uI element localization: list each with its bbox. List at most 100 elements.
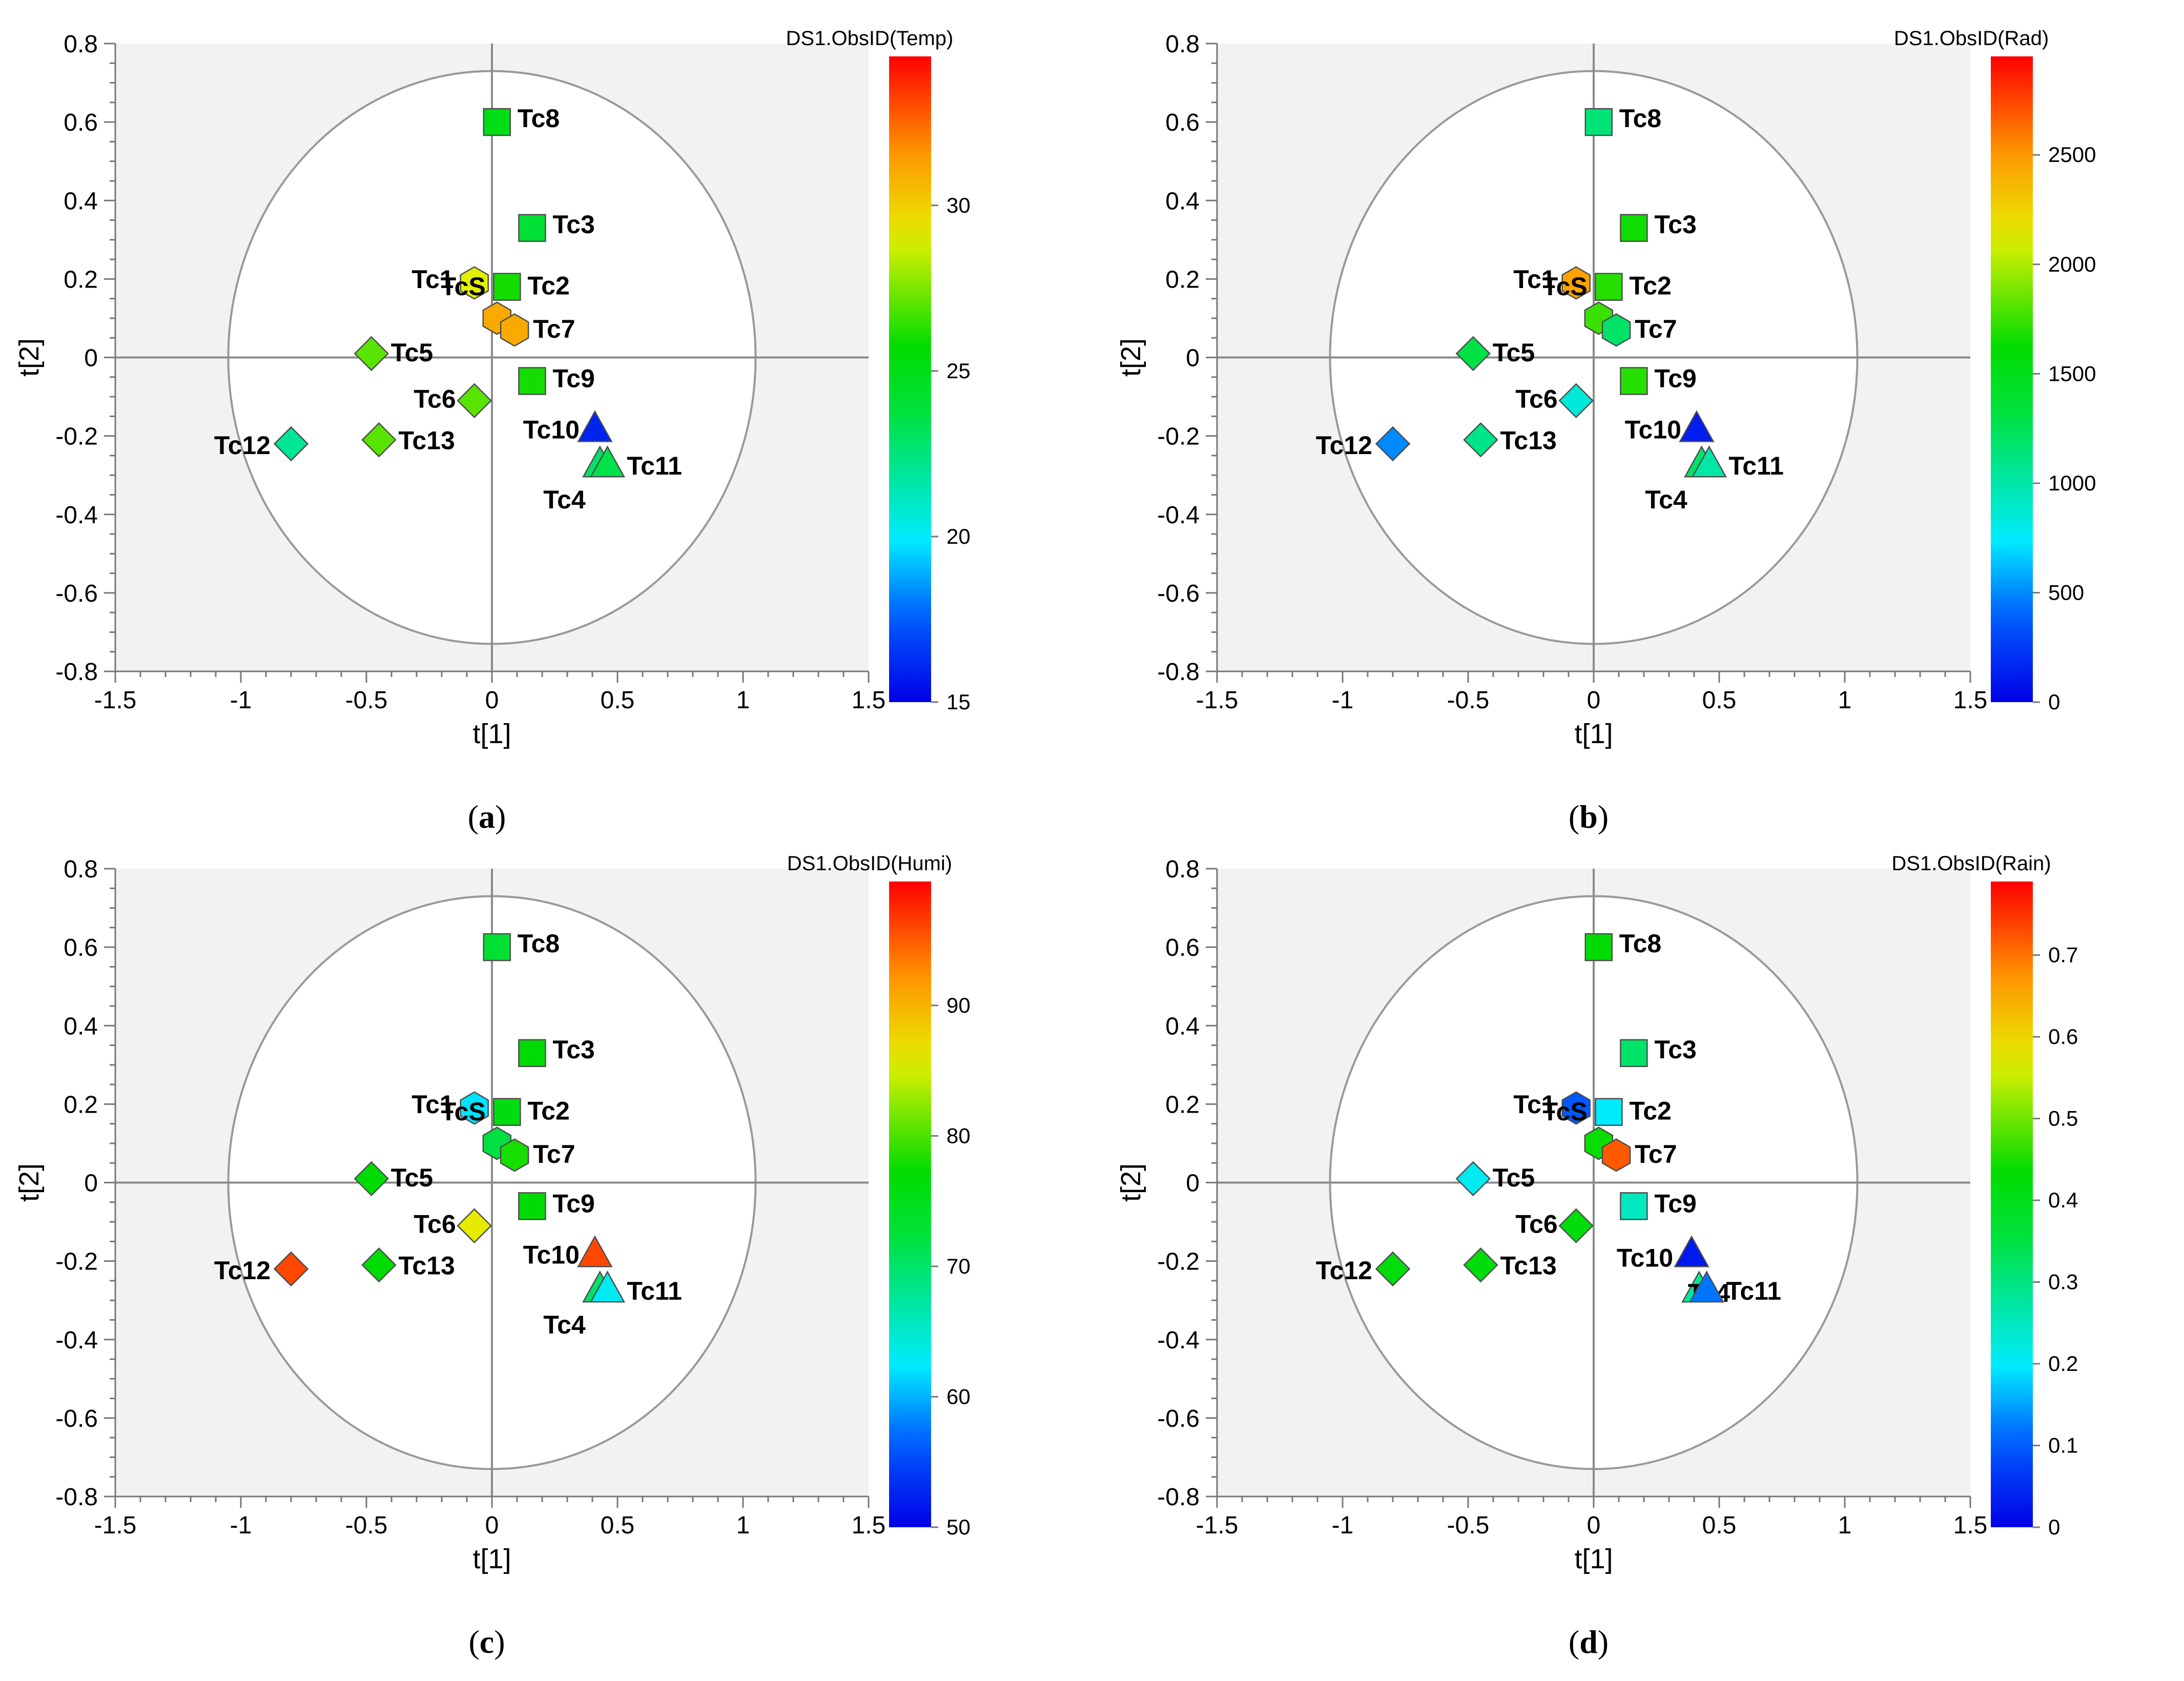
point-tc10[interactable] [1679, 410, 1715, 442]
point-tc2[interactable] [1595, 1098, 1623, 1126]
point-tc10[interactable] [1674, 1235, 1709, 1267]
point-tc7[interactable] [1601, 1138, 1631, 1172]
point-tc6[interactable] [457, 1208, 492, 1243]
colorbar [1991, 881, 2033, 1527]
point-label-tc1: Tc1 [411, 1090, 454, 1119]
point-tc6[interactable] [1558, 1208, 1594, 1243]
y-tick-label: 0.4 [1165, 188, 1200, 215]
point-tc1[interactable] [1561, 266, 1591, 300]
y-axis-label: t[2] [14, 338, 45, 377]
point-tc12[interactable] [273, 426, 309, 462]
x-tick-label: 0.5 [1702, 1512, 1737, 1539]
point-tc3[interactable] [1620, 1039, 1648, 1068]
point-tc13[interactable] [1463, 1247, 1498, 1283]
point-label-tc12: Tc12 [214, 431, 271, 460]
colorbar [1991, 56, 2033, 702]
x-tick-label: -1 [1332, 687, 1354, 714]
colorbar-tick-label: 60 [946, 1384, 971, 1408]
point-label-tc3: Tc3 [1654, 1035, 1696, 1064]
y-tick-label: -0.4 [1157, 502, 1200, 529]
point-tc5[interactable] [354, 336, 389, 372]
point-tc10[interactable] [577, 410, 613, 442]
point-tc8[interactable] [483, 933, 511, 961]
point-label-tc13: Tc13 [1500, 426, 1557, 455]
x-tick-label: -1.5 [1196, 687, 1239, 714]
colorbar-tick-label: 0 [2048, 690, 2060, 714]
point-tc12[interactable] [273, 1251, 309, 1287]
colorbar-tick-label: 20 [946, 524, 971, 548]
point-tc9[interactable] [1620, 367, 1648, 395]
point-label-tc6: Tc6 [1515, 1210, 1557, 1239]
point-tc10[interactable] [577, 1235, 613, 1267]
point-tc1[interactable] [1561, 1091, 1591, 1125]
point-label-tc1: Tc1 [411, 265, 454, 294]
y-tick-label: -0.4 [55, 1327, 98, 1354]
y-tick-label: -0.2 [1157, 1248, 1200, 1276]
colorbar [889, 56, 931, 702]
point-tc9[interactable] [1620, 1192, 1648, 1220]
point-tc11[interactable] [589, 1270, 626, 1303]
y-tick-label: 0.8 [64, 31, 98, 58]
point-tc1[interactable] [460, 1091, 489, 1125]
point-tc12[interactable] [1375, 1251, 1411, 1287]
point-tc11[interactable] [1691, 445, 1727, 478]
point-tc2[interactable] [1595, 273, 1623, 301]
y-tick-label: 0.8 [64, 856, 98, 883]
point-label-tc11: Tc11 [1728, 452, 1784, 480]
y-tick-label: -0.6 [55, 1405, 98, 1432]
point-tc7[interactable] [1601, 313, 1631, 347]
point-tc13[interactable] [361, 1247, 397, 1283]
y-tick-label: -0.2 [55, 1248, 98, 1276]
point-tc13[interactable] [361, 422, 397, 458]
colorbar-tick-label: 70 [946, 1254, 971, 1278]
y-tick-label: 0.8 [1165, 856, 1200, 883]
y-tick-label: -0.4 [1157, 1327, 1200, 1354]
point-tc3[interactable] [1620, 214, 1648, 242]
point-tc13[interactable] [1463, 422, 1498, 458]
point-tc8[interactable] [1584, 108, 1613, 136]
point-tc12[interactable] [1375, 426, 1411, 462]
point-tc6[interactable] [457, 383, 492, 418]
point-label-tc9: Tc9 [552, 1189, 594, 1218]
point-tc5[interactable] [354, 1161, 389, 1197]
y-tick-label: -0.6 [55, 580, 98, 607]
point-tc2[interactable] [493, 1098, 521, 1126]
y-tick-label: 0.6 [1165, 934, 1200, 961]
point-tc3[interactable] [518, 214, 546, 242]
x-tick-label: 0 [1587, 1512, 1601, 1539]
colorbar-tick-label: 80 [946, 1123, 971, 1147]
point-label-tc12: Tc12 [1316, 1256, 1372, 1285]
point-label-tcs: TcS [1542, 1097, 1588, 1126]
panel-caption: (a) [468, 798, 506, 835]
point-label-tc6: Tc6 [414, 1210, 456, 1239]
point-label-tc7: Tc7 [533, 315, 575, 343]
point-tc11[interactable] [1688, 1270, 1725, 1303]
colorbar-tick-label: 30 [946, 193, 971, 217]
point-tc1[interactable] [460, 266, 489, 300]
y-tick-label: -0.6 [1157, 580, 1200, 607]
point-tc9[interactable] [518, 367, 546, 395]
point-tc3[interactable] [518, 1039, 546, 1068]
y-tick-label: 0.6 [64, 934, 98, 961]
x-tick-label: -1 [1332, 1512, 1354, 1539]
point-tc5[interactable] [1455, 1161, 1491, 1197]
x-tick-label: 0.5 [601, 1512, 635, 1539]
point-tc9[interactable] [518, 1192, 546, 1220]
colorbar [889, 881, 931, 1527]
y-tick-label: -0.2 [1157, 423, 1200, 450]
point-tc7[interactable] [500, 313, 529, 347]
point-tc8[interactable] [483, 108, 511, 136]
colorbar-tick-label: 0.3 [2048, 1270, 2078, 1294]
point-tc8[interactable] [1584, 933, 1613, 961]
point-tc6[interactable] [1558, 383, 1594, 418]
point-label-tc7: Tc7 [1635, 1140, 1677, 1168]
point-tc7[interactable] [500, 1138, 529, 1172]
y-tick-label: 0.4 [1165, 1013, 1200, 1040]
panel-caption: (c) [468, 1624, 505, 1660]
point-tc11[interactable] [589, 445, 626, 478]
point-tc5[interactable] [1455, 336, 1491, 372]
point-tc2[interactable] [493, 273, 521, 301]
panel-caption: (b) [1569, 798, 1609, 835]
colorbar-tick-label: 0.6 [2048, 1024, 2078, 1049]
point-label-tc2: Tc2 [1629, 1097, 1671, 1125]
